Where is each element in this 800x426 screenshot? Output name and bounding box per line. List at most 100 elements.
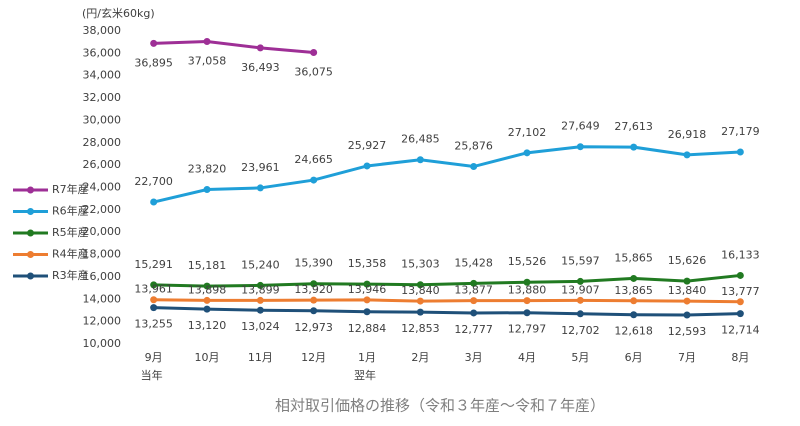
legend-label: R5年産 — [52, 225, 89, 239]
point — [203, 38, 211, 46]
x-tick-label: 8月 — [731, 351, 749, 364]
data-label: 37,058 — [188, 55, 227, 68]
point — [363, 162, 371, 170]
point — [256, 44, 264, 52]
y-unit: (円/玄米60kg) — [82, 6, 155, 20]
data-label: 15,303 — [401, 258, 440, 271]
point — [470, 163, 478, 171]
data-label: 13,898 — [188, 283, 227, 296]
data-label: 27,649 — [561, 120, 600, 133]
point — [576, 310, 584, 318]
series-line — [153, 298, 741, 304]
data-label: 36,075 — [294, 66, 333, 79]
data-label: 15,626 — [668, 254, 707, 267]
data-label: 12,714 — [721, 324, 760, 337]
legend-marker — [27, 229, 34, 237]
data-label: 13,840 — [401, 284, 440, 297]
point — [256, 281, 264, 289]
point — [736, 271, 744, 279]
data-label: 15,291 — [134, 258, 173, 271]
data-label: 12,777 — [454, 323, 493, 336]
point — [363, 296, 371, 304]
legend-label: R6年産 — [52, 204, 89, 218]
data-label: 13,877 — [454, 284, 493, 297]
point — [576, 277, 584, 285]
point — [523, 297, 531, 305]
series-line — [153, 145, 741, 204]
point — [630, 297, 638, 305]
point — [363, 280, 371, 288]
series-line — [153, 273, 741, 288]
data-label: 25,927 — [348, 139, 387, 152]
point — [576, 143, 584, 151]
point — [203, 305, 211, 313]
data-label: 15,428 — [454, 256, 493, 269]
data-label: 16,133 — [721, 248, 760, 261]
data-label: 26,485 — [401, 133, 440, 146]
y-tick-label: 12,000 — [83, 315, 122, 328]
data-label: 15,181 — [188, 259, 227, 272]
data-label: 13,946 — [348, 283, 387, 296]
point — [683, 151, 691, 159]
x-tick-label: 1月 — [358, 351, 376, 364]
point — [523, 149, 531, 157]
data-label: 13,024 — [241, 320, 280, 333]
point — [630, 143, 638, 151]
data-label: 15,358 — [348, 257, 387, 270]
series-line — [153, 40, 314, 55]
x-tick-label: 12月 — [301, 351, 326, 364]
point — [470, 279, 478, 287]
chart-title: 相対取引価格の推移（令和３年産～令和７年産） — [275, 397, 605, 415]
x-tick-label: 2月 — [411, 351, 429, 364]
data-label: 13,880 — [508, 284, 547, 297]
data-label: 15,526 — [508, 255, 547, 268]
point — [683, 311, 691, 319]
data-label: 24,665 — [294, 153, 333, 166]
point — [256, 296, 264, 304]
point — [416, 297, 424, 305]
point — [470, 309, 478, 317]
data-label: 13,899 — [241, 283, 280, 296]
data-label: 23,961 — [241, 161, 280, 174]
data-label: 12,853 — [401, 322, 440, 335]
point — [150, 281, 158, 289]
point — [416, 308, 424, 316]
x-tick-label: 4月 — [518, 351, 536, 364]
data-label: 13,907 — [561, 283, 600, 296]
data-label: 27,613 — [614, 120, 653, 133]
data-label: 13,865 — [614, 284, 653, 297]
point — [150, 198, 158, 206]
data-label: 36,895 — [134, 56, 173, 69]
point — [363, 308, 371, 316]
legend-label: R7年産 — [52, 182, 89, 196]
y-tick-label: 24,000 — [83, 181, 122, 194]
y-tick-label: 38,000 — [83, 24, 122, 37]
x-tick-label: 7月 — [678, 351, 696, 364]
y-tick-label: 36,000 — [83, 46, 122, 59]
point — [683, 277, 691, 285]
data-label: 15,597 — [561, 254, 600, 267]
data-label: 22,700 — [134, 175, 173, 188]
point — [203, 186, 211, 194]
data-label: 13,961 — [134, 283, 173, 296]
y-tick-label: 14,000 — [83, 292, 122, 305]
x-tick-label: 3月 — [465, 351, 483, 364]
y-tick-label: 30,000 — [83, 113, 122, 126]
legend-label: R3年産 — [52, 268, 89, 282]
point — [203, 296, 211, 304]
series-line — [153, 306, 741, 317]
point — [523, 278, 531, 286]
data-label: 13,120 — [188, 319, 227, 332]
data-label: 13,920 — [294, 283, 333, 296]
point — [310, 176, 318, 184]
point — [736, 310, 744, 318]
x-sublabel: 翌年 — [354, 368, 376, 382]
y-tick-label: 32,000 — [83, 91, 122, 104]
legend-marker — [27, 251, 34, 258]
point — [310, 49, 318, 57]
data-label: 13,255 — [134, 318, 173, 331]
point — [310, 307, 318, 315]
x-tick-label: 10月 — [195, 351, 220, 364]
point — [416, 281, 424, 289]
